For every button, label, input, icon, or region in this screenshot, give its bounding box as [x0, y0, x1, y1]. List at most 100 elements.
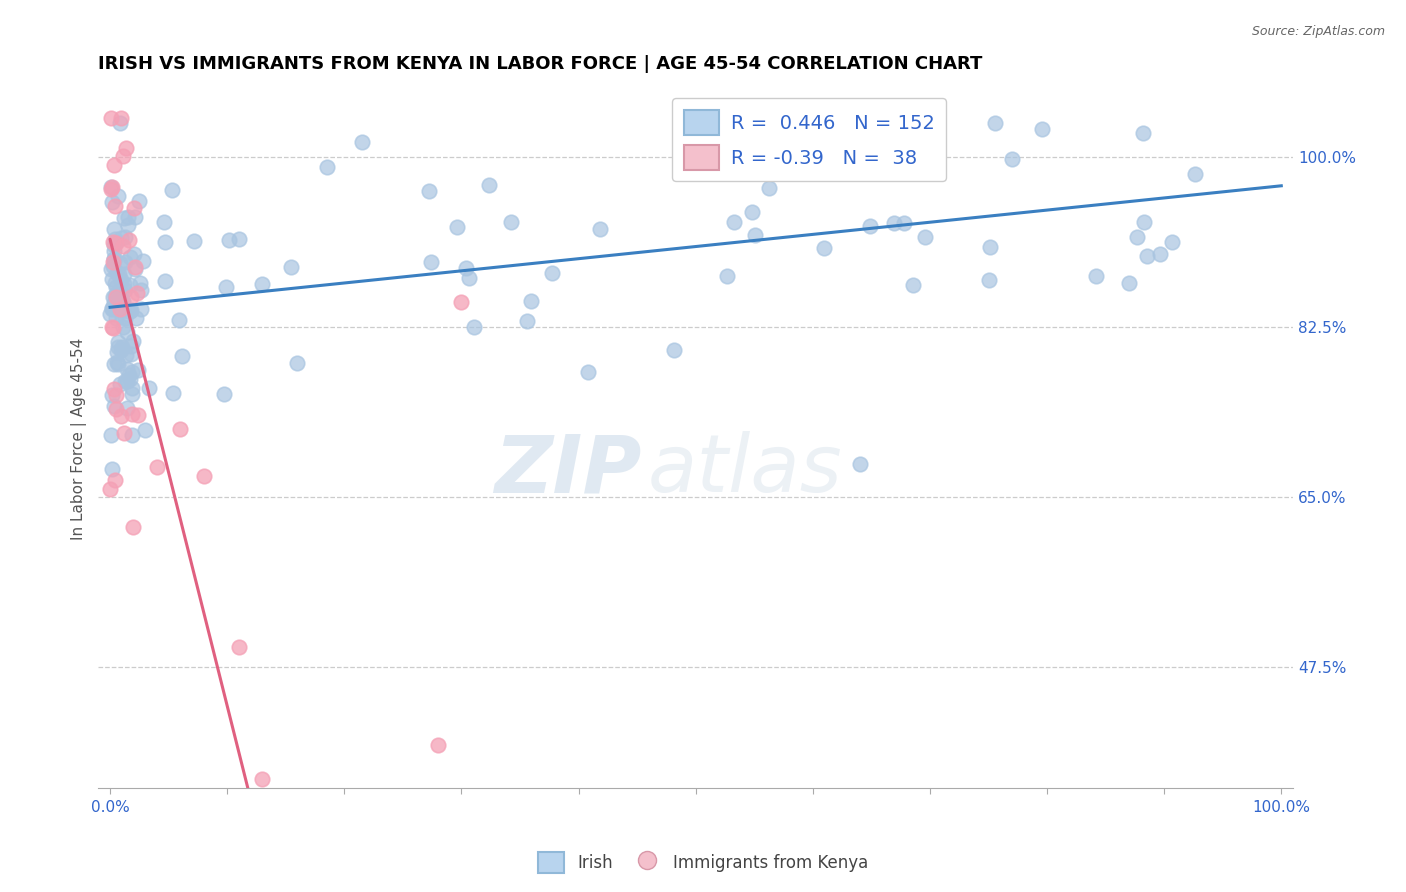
- Point: [124, 261, 146, 276]
- Point: [103, 252, 125, 266]
- Point: [114, 303, 136, 318]
- Point: [112, 267, 135, 281]
- Point: [110, 302, 132, 317]
- Point: [100, 462, 122, 476]
- Point: [456, 261, 478, 276]
- Point: [427, 738, 450, 752]
- Point: [160, 183, 183, 197]
- Point: [883, 216, 905, 230]
- Point: [112, 211, 135, 226]
- Point: [120, 290, 142, 304]
- Point: [110, 409, 132, 423]
- Point: [121, 407, 143, 421]
- Point: [115, 141, 138, 155]
- Point: [101, 272, 124, 286]
- Point: [128, 194, 150, 208]
- Point: [120, 250, 142, 264]
- Point: [105, 267, 128, 281]
- Point: [110, 273, 132, 287]
- Point: [108, 115, 131, 129]
- Point: [110, 343, 132, 357]
- Point: [114, 348, 136, 362]
- Point: [218, 233, 240, 247]
- Point: [103, 260, 125, 274]
- Point: [101, 321, 124, 335]
- Point: [1160, 235, 1182, 250]
- Point: [103, 238, 125, 252]
- Point: [146, 459, 169, 474]
- Point: [103, 296, 125, 310]
- Point: [103, 357, 125, 371]
- Point: [1149, 246, 1171, 260]
- Point: [169, 422, 191, 436]
- Point: [979, 273, 1001, 287]
- Text: atlas: atlas: [648, 431, 842, 509]
- Point: [215, 280, 238, 294]
- Point: [111, 319, 134, 334]
- Point: [463, 320, 485, 334]
- Point: [112, 239, 135, 253]
- Point: [979, 240, 1001, 254]
- Point: [741, 205, 763, 219]
- Point: [124, 247, 146, 261]
- Point: [100, 261, 122, 276]
- Point: [105, 285, 128, 300]
- Point: [418, 184, 440, 198]
- Point: [103, 158, 125, 172]
- Point: [103, 399, 125, 413]
- Point: [107, 357, 129, 371]
- Point: [316, 161, 339, 175]
- Point: [118, 371, 141, 385]
- Point: [132, 253, 155, 268]
- Point: [118, 233, 141, 247]
- Point: [107, 335, 129, 350]
- Point: [501, 215, 523, 229]
- Point: [250, 277, 273, 291]
- Point: [110, 286, 132, 301]
- Point: [111, 293, 134, 308]
- Point: [127, 408, 149, 422]
- Point: [1133, 215, 1156, 229]
- Point: [121, 428, 143, 442]
- Point: [576, 365, 599, 379]
- Point: [104, 310, 127, 325]
- Point: [1132, 126, 1154, 140]
- Point: [167, 313, 190, 327]
- Point: [98, 307, 121, 321]
- Point: [115, 401, 138, 415]
- Point: [153, 274, 176, 288]
- Point: [122, 519, 145, 533]
- Point: [124, 260, 146, 274]
- Point: [112, 149, 135, 163]
- Point: [138, 381, 160, 395]
- Point: [101, 255, 124, 269]
- Point: [129, 283, 152, 297]
- Point: [101, 388, 124, 402]
- Point: [103, 244, 125, 258]
- Point: [101, 289, 124, 303]
- Point: [903, 277, 925, 292]
- Point: [162, 386, 184, 401]
- Point: [716, 269, 738, 284]
- Point: [101, 194, 124, 209]
- Point: [104, 232, 127, 246]
- Point: [105, 279, 128, 293]
- Point: [280, 260, 302, 274]
- Point: [108, 290, 131, 304]
- Point: [285, 356, 308, 370]
- Point: [120, 347, 142, 361]
- Point: [115, 362, 138, 376]
- Point: [121, 365, 143, 379]
- Point: [723, 215, 745, 229]
- Point: [111, 340, 134, 354]
- Point: [103, 382, 125, 396]
- Point: [134, 423, 156, 437]
- Point: [110, 230, 132, 244]
- Point: [103, 252, 125, 267]
- Point: [117, 218, 139, 232]
- Point: [758, 181, 780, 195]
- Point: [744, 227, 766, 242]
- Point: [446, 220, 468, 235]
- Point: [107, 188, 129, 202]
- Point: [104, 289, 127, 303]
